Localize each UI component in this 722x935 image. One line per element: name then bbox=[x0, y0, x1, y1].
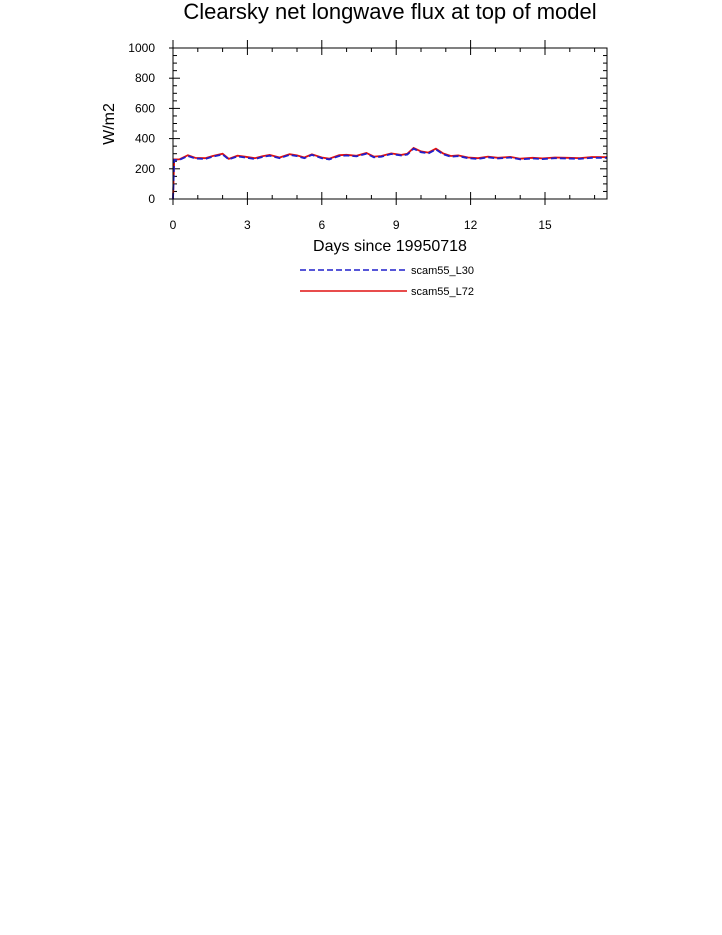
x-tick-label: 0 bbox=[170, 218, 177, 232]
y-tick-label: 200 bbox=[135, 162, 155, 176]
y-tick-label: 0 bbox=[148, 192, 155, 206]
y-tick-label: 400 bbox=[135, 132, 155, 146]
legend: scam55_L30 scam55_L72 bbox=[300, 265, 474, 298]
series-lines bbox=[172, 146, 608, 200]
x-axis-label: Days since 19950718 bbox=[313, 238, 467, 255]
tick-labels: 0 200 400 600 800 1000 0 3 6 9 12 15 bbox=[128, 41, 552, 232]
series-line-scam55_L72 bbox=[172, 146, 608, 200]
y-tick-label: 800 bbox=[135, 71, 155, 85]
series-line-scam55_L30 bbox=[172, 147, 608, 200]
legend-label-scam55_L30: scam55_L30 bbox=[411, 265, 474, 277]
plot-frame bbox=[172, 47, 608, 200]
x-tick-label: 12 bbox=[464, 218, 478, 232]
x-tick-label: 6 bbox=[318, 218, 325, 232]
y-tick-label: 600 bbox=[135, 101, 155, 115]
axis-ticks bbox=[169, 40, 607, 205]
y-tick-label: 1000 bbox=[128, 41, 155, 55]
x-tick-label: 3 bbox=[244, 218, 251, 232]
y-axis-label: W/m2 bbox=[101, 103, 118, 145]
x-tick-label: 15 bbox=[538, 218, 552, 232]
x-tick-label: 9 bbox=[393, 218, 400, 232]
legend-label-scam55_L72: scam55_L72 bbox=[411, 286, 474, 298]
chart-title: Clearsky net longwave flux at top of mod… bbox=[183, 0, 596, 24]
